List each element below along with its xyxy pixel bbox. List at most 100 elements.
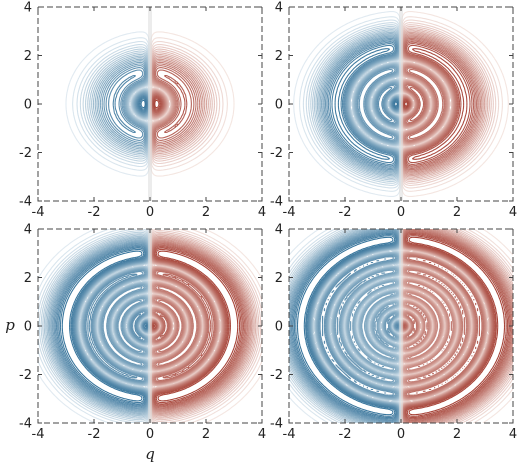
negative-contour-level [292,232,398,420]
contour-lines [289,229,513,423]
positive-contour-level [151,245,245,407]
panel-bottom-left: -4 -2 0 2 4 -4 -2 0 2 4 q p [5,223,266,464]
negative-contour-level [296,236,394,416]
positive-contour-level [408,236,506,416]
x-tick-label: 2 [453,205,461,220]
negative-contour-level [140,99,146,109]
y-tick-label: 0 [275,98,283,113]
positive-contour-level [153,98,161,110]
y-tick-label: -4 [270,417,283,432]
y-tick-label: 0 [275,320,283,335]
positive-contour-level [403,44,471,164]
y-tick-label: -2 [19,146,32,161]
negative-contour-level [58,247,148,405]
positive-contour-level [403,48,468,160]
x-tick-label: 0 [146,427,154,442]
positive-contour-level [404,232,510,420]
zero-line [148,7,152,201]
positive-contour-level [151,67,195,141]
positive-contour-level [402,37,479,171]
negative-contour-level [139,98,147,110]
panel-bottom-right: -4 -2 0 2 4 -4 -2 0 2 4 [270,223,517,443]
positive-contour-level [402,40,476,168]
zero-line [399,7,403,201]
negative-contour-level [295,235,396,417]
negative-contour-level [394,101,398,107]
negative-contour-level [293,233,397,419]
x-tick-label: 0 [397,205,405,220]
x-tick-label: -4 [283,427,296,442]
positive-contour-level [152,246,243,406]
negative-contour-level [61,250,143,402]
y-tick-label: 0 [24,98,32,113]
contour-lines [65,7,235,201]
x-tick-label: 0 [397,427,405,442]
zero-line [148,229,152,423]
negative-contour-level [101,63,149,145]
negative-contour-level [55,245,149,407]
negative-contour-level [323,37,400,171]
x-axis-label: q [145,445,155,463]
x-tick-label: 2 [202,427,210,442]
negative-contour-level [290,230,399,422]
y-tick-label: 0 [24,320,32,335]
negative-contour-level [53,243,149,409]
negative-contour-level [57,246,148,406]
x-tick-label: -4 [32,205,45,220]
y-tick-label: 2 [275,49,283,64]
y-tick-label: 2 [275,271,283,286]
y-tick-label: 2 [24,271,32,286]
y-tick-label: -4 [270,195,283,210]
positive-contour-level [157,250,239,402]
contour-lines [293,7,509,201]
negative-contour-level [326,40,400,168]
negative-contour-level [59,248,148,404]
y-tick-label: 4 [24,223,32,238]
positive-contour-level [154,99,160,109]
positive-contour-level [404,101,408,107]
positive-contour-level [151,243,247,409]
positive-contour-level [152,248,241,404]
x-tick-label: 2 [202,205,210,220]
x-tick-label: 4 [509,205,517,220]
x-tick-label: -2 [88,427,101,442]
y-tick-label: 4 [275,1,283,16]
panel-top-left: -4 -2 0 2 4 -4 -2 0 2 4 [19,1,266,221]
negative-contour-level [108,69,148,139]
y-tick-label: 4 [24,1,32,16]
x-tick-label: -4 [283,205,296,220]
y-tick-label: -2 [19,368,32,383]
y-tick-label: 4 [275,223,283,238]
negative-contour-level [331,44,399,164]
x-tick-label: 4 [509,427,517,442]
y-tick-label: 2 [24,49,32,64]
y-tick-label: -2 [270,368,283,383]
contour-lines [38,229,262,423]
x-tick-label: 4 [258,427,266,442]
y-tick-label: -2 [270,146,283,161]
negative-contour-level [103,65,149,143]
negative-contour-level [54,244,149,408]
positive-contour-level [405,233,509,419]
positive-contour-level [403,43,473,165]
y-tick-label: -4 [19,417,32,432]
y-axis-label: p [5,316,15,334]
positive-contour-level [406,235,507,417]
positive-contour-level [152,74,188,134]
x-tick-label: 2 [453,427,461,442]
zero-line [399,229,403,423]
x-tick-label: 0 [146,205,154,220]
x-tick-label: 4 [258,205,266,220]
x-tick-label: -2 [339,427,352,442]
positive-contour-level [152,69,192,139]
positive-contour-level [151,65,197,143]
negative-contour-level [334,48,399,160]
positive-contour-level [151,63,199,145]
negative-contour-level [112,74,148,134]
x-tick-label: -2 [339,205,352,220]
x-tick-label: -4 [32,427,45,442]
x-tick-label: -2 [88,205,101,220]
positive-contour-level [403,230,512,422]
positive-contour-level [151,244,246,408]
